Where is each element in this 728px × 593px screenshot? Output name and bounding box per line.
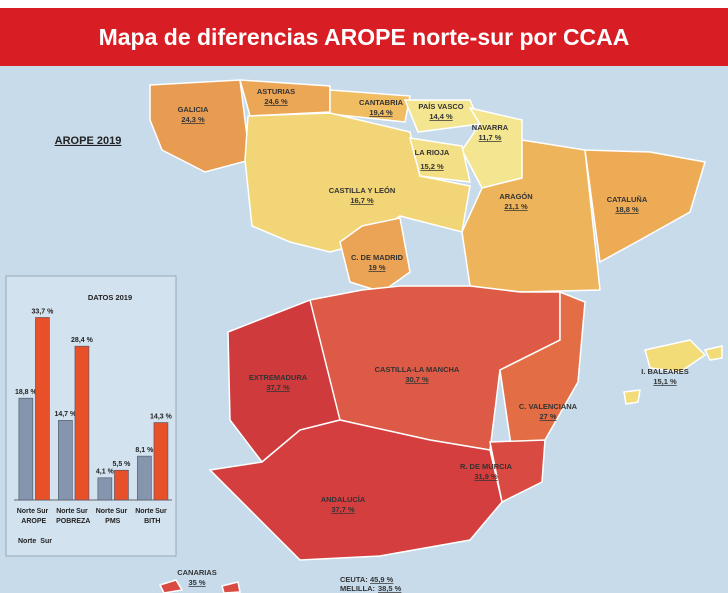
- x-tick-label: BITH: [144, 518, 160, 525]
- region-value: 14,4 %: [429, 112, 453, 121]
- region-value: 30,7 %: [405, 375, 429, 384]
- bar-value-label: 33,7 %: [32, 308, 55, 315]
- region-value: 16,7 %: [350, 196, 374, 205]
- bar-series-label: Sur: [76, 508, 88, 515]
- la-rioja: [408, 137, 471, 183]
- bar-value-label: 8,1 %: [135, 447, 154, 454]
- bar: [58, 420, 73, 501]
- bar: [35, 317, 50, 501]
- region-value: 24,3 %: [181, 115, 205, 124]
- legend-entry: Sur: [40, 538, 52, 545]
- header-title: Mapa de diferencias AROPE norte-sur por …: [99, 24, 630, 50]
- castilla-y-leon: [244, 112, 471, 253]
- canarias: [158, 579, 184, 593]
- region-value: 27 %: [539, 412, 556, 421]
- region-value: 21,1 %: [504, 202, 528, 211]
- inset-chart-box: [5, 275, 177, 557]
- region-name: CASTILLA-LA MANCHA: [375, 365, 460, 374]
- baleares: [644, 339, 707, 373]
- region-name: MELILLA:: [340, 584, 375, 593]
- region-name: CASTILLA Y LEÓN: [329, 186, 396, 195]
- bar-value-label: 14,3 %: [150, 413, 173, 420]
- region-value: 37,7 %: [266, 383, 290, 392]
- region-name: ARAGÓN: [499, 192, 532, 201]
- cataluna: [584, 149, 706, 264]
- region-value: 15,1 %: [653, 377, 677, 386]
- region-value: 15,2 %: [420, 162, 444, 171]
- bar-series-label: Norte: [135, 508, 153, 515]
- region-name: NAVARRA: [472, 123, 509, 132]
- bar-value-label: 5,5 %: [112, 461, 131, 468]
- bar: [97, 477, 113, 501]
- region-name: ASTURIAS: [257, 87, 295, 96]
- region-name: CEUTA:: [340, 575, 368, 584]
- region-value: 38,5 %: [378, 584, 402, 593]
- bar-series-label: Sur: [116, 508, 128, 515]
- region-name: PAÍS VASCO: [418, 102, 463, 111]
- region-value: 19,4 %: [369, 108, 393, 117]
- bar-series-label: Norte: [56, 508, 74, 515]
- map-label: AROPE 2019: [55, 135, 122, 147]
- region-value: 31,9 %: [474, 472, 498, 481]
- region-value: 37,7 %: [331, 505, 355, 514]
- bar-series-label: Norte: [96, 508, 114, 515]
- bar-value-label: 4,1 %: [96, 469, 115, 476]
- x-tick-label: POBREZA: [56, 518, 90, 525]
- region-name: CATALUÑA: [607, 195, 648, 204]
- region-name: C. VALENCIANA: [519, 402, 578, 411]
- region-name: CANARIAS: [177, 568, 217, 577]
- bar: [153, 422, 169, 501]
- region-name: LA RIOJA: [415, 148, 450, 157]
- baleares-3: [623, 389, 641, 405]
- aragon: [461, 139, 601, 293]
- region-name: I. BALEARES: [641, 367, 689, 376]
- bar: [74, 345, 90, 501]
- bar: [18, 397, 34, 501]
- bar-value-label: 18,8 %: [15, 389, 38, 396]
- region-name: C. DE MADRID: [351, 253, 404, 262]
- cantabria: [329, 89, 411, 123]
- region-value: 19 %: [368, 263, 385, 272]
- x-tick-label: AROPE: [21, 518, 46, 525]
- region-value: 18,8 %: [615, 205, 639, 214]
- region-name: GALICIA: [178, 105, 209, 114]
- legend-entry: Norte: [18, 538, 36, 545]
- x-tick-label: PMS: [105, 518, 121, 525]
- region-name: EXTREMADURA: [249, 373, 308, 382]
- regions: [149, 79, 723, 593]
- region-name: ANDALUCÍA: [321, 495, 366, 504]
- region-value: 35 %: [188, 578, 205, 587]
- bar-series-label: Sur: [155, 508, 167, 515]
- canarias-2: [221, 581, 241, 593]
- bar: [137, 455, 152, 501]
- andalucia: [208, 419, 503, 561]
- region-value: 24,6 %: [264, 97, 288, 106]
- region-value: 11,7 %: [479, 133, 502, 142]
- header: [0, 8, 728, 66]
- bar-value-label: 28,4 %: [71, 337, 94, 344]
- bar-series-label: Norte: [17, 508, 35, 515]
- chart-title: DATOS 2019: [88, 293, 132, 302]
- bar-value-label: 14,7 %: [54, 411, 77, 418]
- baleares-2: [703, 345, 723, 361]
- top-strip: [0, 0, 728, 8]
- madrid: [339, 217, 411, 293]
- region-name: CANTABRIA: [359, 98, 404, 107]
- bar: [114, 469, 129, 501]
- region-name: R. DE MURCIA: [460, 462, 513, 471]
- region-value: 45,9 %: [370, 575, 394, 584]
- bar-series-label: Sur: [37, 508, 49, 515]
